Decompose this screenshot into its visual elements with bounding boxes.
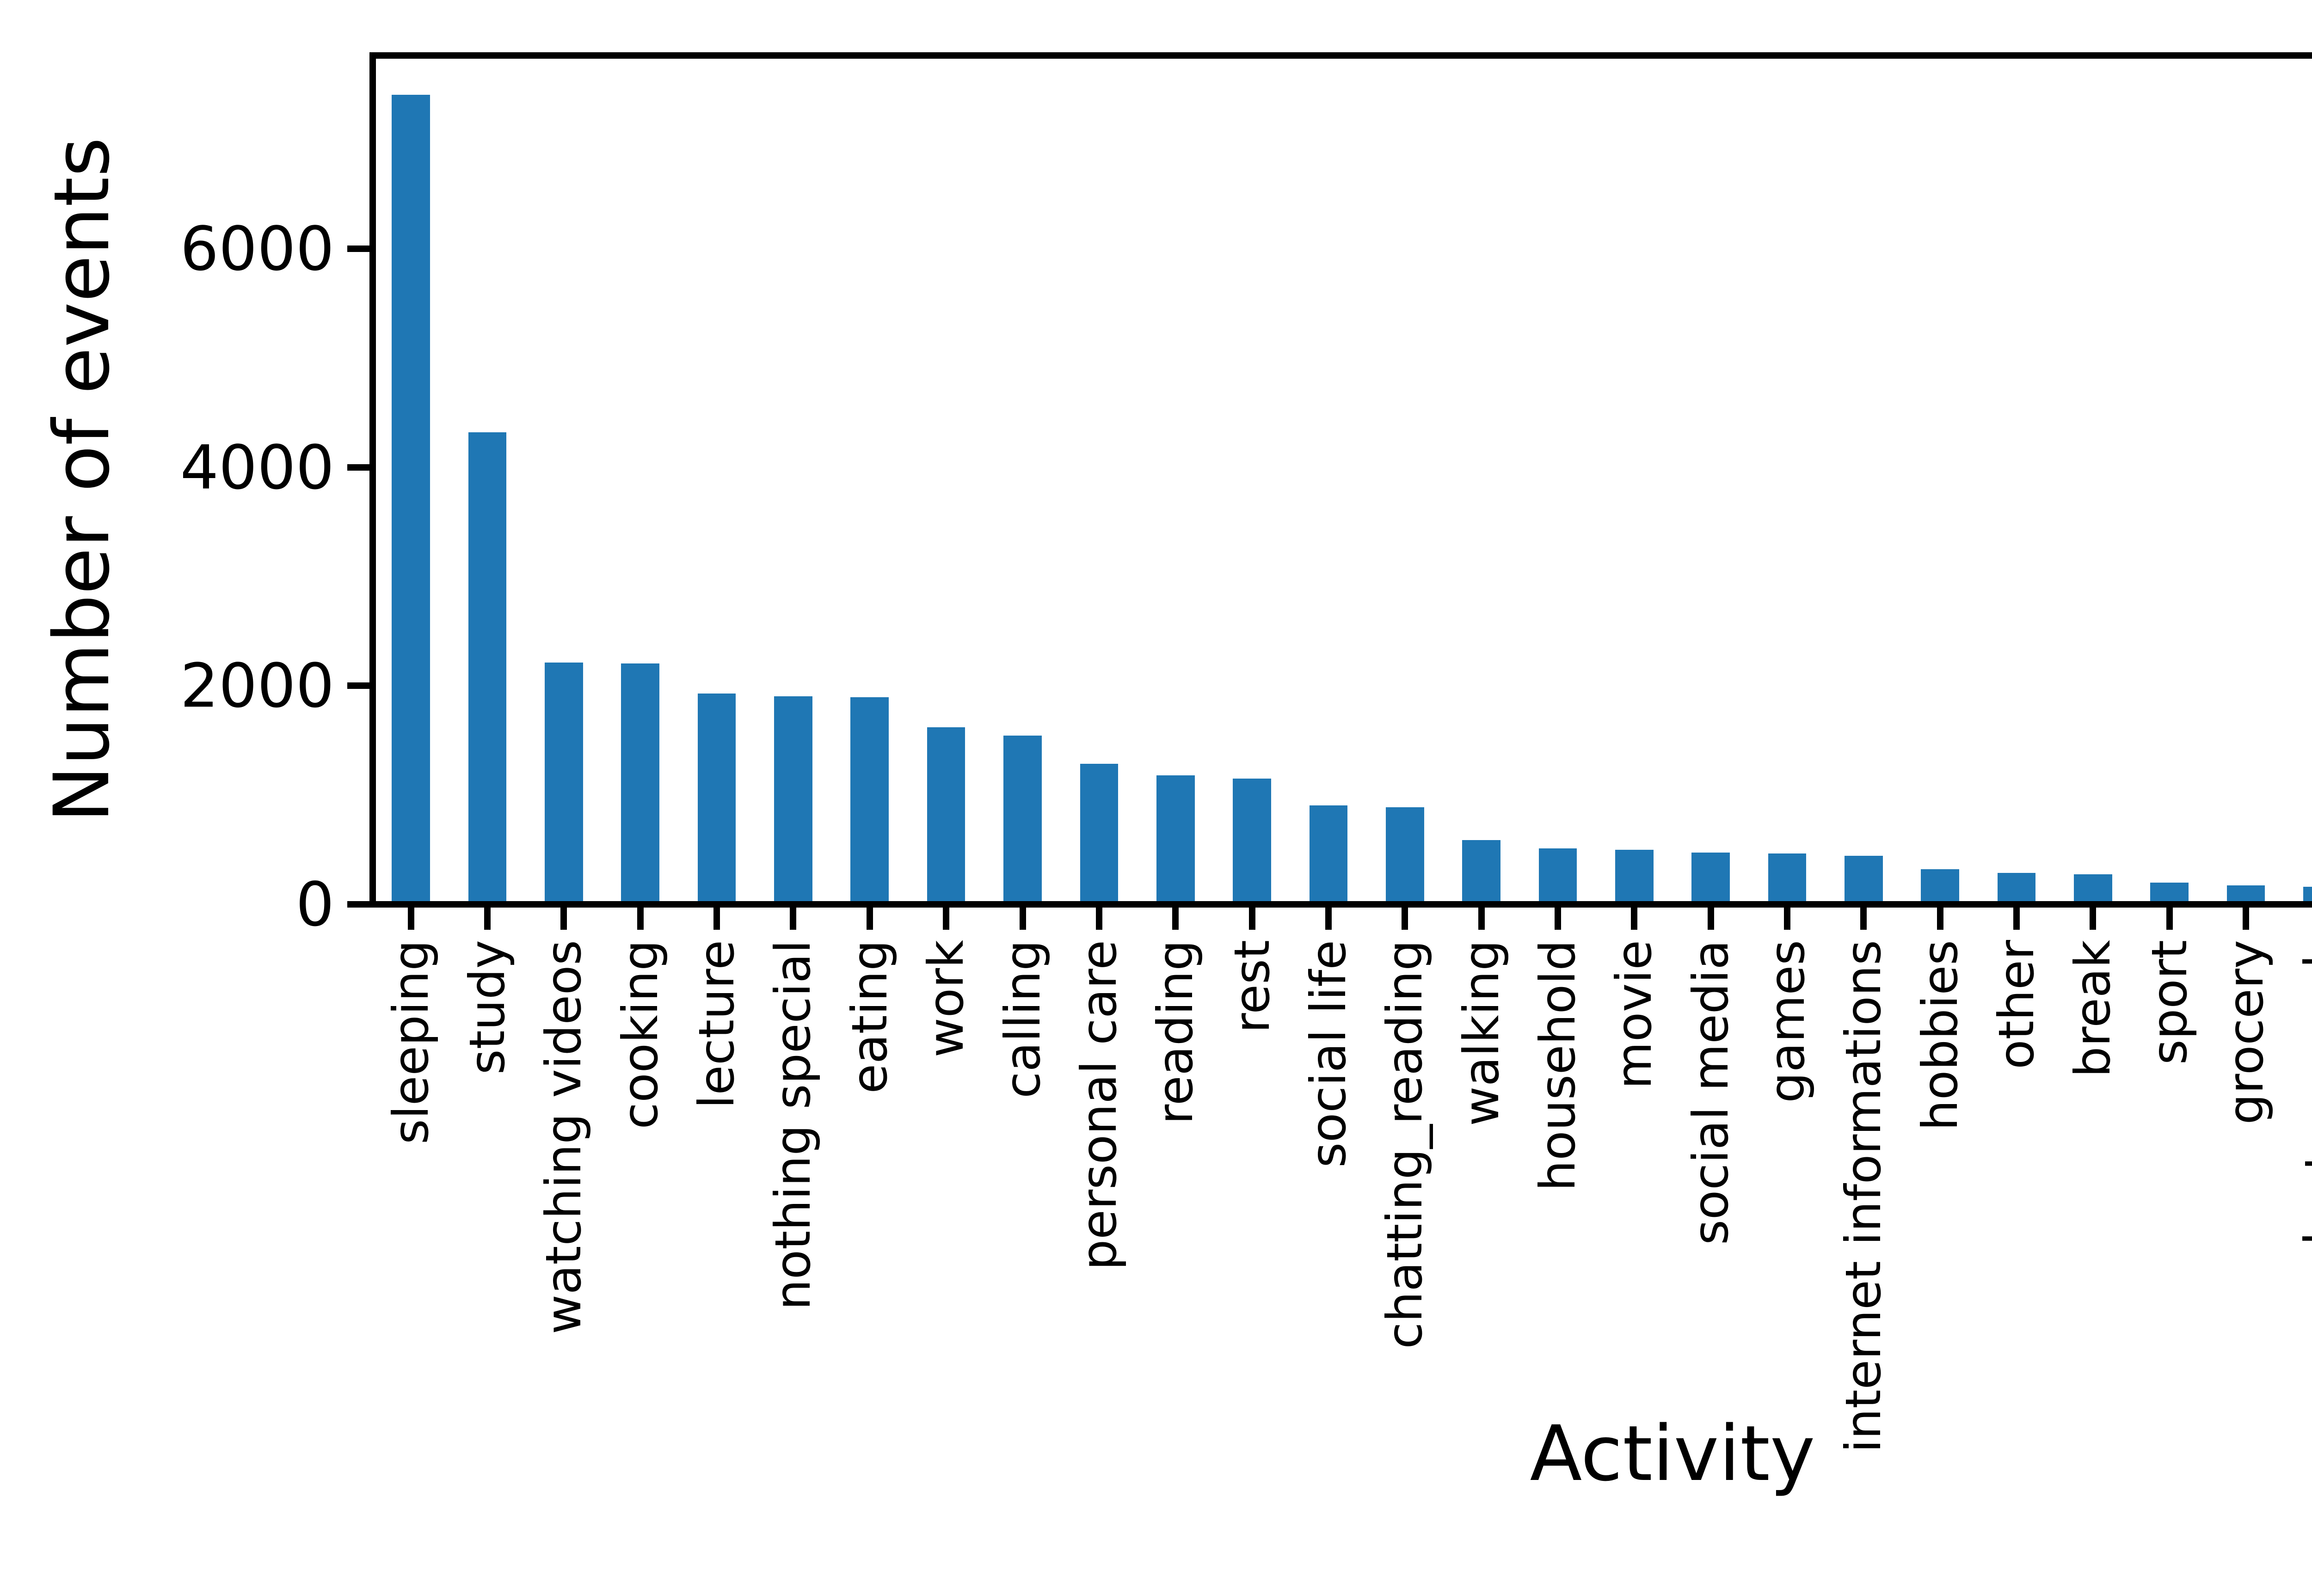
x-tick-label-text: other xyxy=(1988,940,2045,1069)
bar xyxy=(927,727,965,901)
x-tick-mark xyxy=(1402,908,1408,930)
x-tick-mark xyxy=(637,908,644,930)
x-tick-mark xyxy=(2090,908,2097,930)
x-tick-mark xyxy=(560,908,567,930)
x-tick-label-text: household xyxy=(1529,940,1586,1191)
x-tick-mark xyxy=(713,908,720,930)
x-tick-mark xyxy=(866,908,873,930)
x-tick-mark xyxy=(1631,908,1638,930)
y-axis-title-text: Number of events xyxy=(37,137,126,823)
bar xyxy=(2226,885,2265,901)
x-tick-mark xyxy=(1325,908,1332,930)
bar xyxy=(1921,869,1960,901)
x-tick-label-text: games xyxy=(1759,940,1816,1103)
x-tick-label-text: social life xyxy=(1300,940,1357,1168)
bar xyxy=(1615,849,1654,901)
x-tick-mark xyxy=(407,908,414,930)
x-tick-mark xyxy=(1172,908,1179,930)
y-tick-label: 0 xyxy=(295,869,334,940)
x-axis-title: Activity xyxy=(1530,1409,1815,1498)
x-tick-mark xyxy=(1478,908,1485,930)
x-tick-label-text: watching videos xyxy=(535,940,592,1334)
y-tick-label: 2000 xyxy=(180,650,334,721)
y-tick-mark xyxy=(347,901,369,908)
bar xyxy=(1233,779,1271,901)
x-tick-mark xyxy=(2243,908,2250,930)
x-tick-label-text: walking xyxy=(1453,940,1510,1126)
x-tick-label-text: social media xyxy=(1682,940,1739,1245)
x-tick-label-text: nothing special xyxy=(765,940,822,1310)
bar xyxy=(2074,874,2112,901)
x-tick-label-text: chatting_reading xyxy=(1377,940,1433,1349)
bar xyxy=(392,95,430,901)
x-tick-mark xyxy=(2166,908,2173,930)
x-tick-mark xyxy=(1554,908,1561,930)
bar xyxy=(1156,775,1195,901)
x-tick-mark xyxy=(1937,908,1943,930)
bar xyxy=(545,662,583,901)
bar xyxy=(774,696,812,901)
x-tick-label-text: voluntary work xyxy=(2294,940,2312,1304)
bar xyxy=(1691,853,1730,901)
x-tick-label-text: eating xyxy=(841,940,898,1094)
x-tick-label-text: grocery xyxy=(2218,940,2275,1125)
x-tick-label-text: work xyxy=(918,940,975,1058)
x-tick-mark xyxy=(1784,908,1791,930)
x-tick-mark xyxy=(943,908,950,930)
x-tick-label-text: sleeping xyxy=(382,940,439,1145)
x-tick-label-text: break xyxy=(2065,940,2121,1078)
x-tick-label-text: study xyxy=(459,940,516,1075)
y-tick-mark xyxy=(347,682,369,689)
bar xyxy=(697,693,736,901)
bar xyxy=(2150,883,2189,901)
x-tick-label-text: sport xyxy=(2141,940,2198,1065)
plot-area xyxy=(369,52,2312,908)
x-tick-mark xyxy=(2013,908,2020,930)
y-tick-mark xyxy=(347,464,369,471)
x-tick-mark xyxy=(1019,908,1026,930)
x-tick-label-text: cooking xyxy=(612,940,669,1129)
bar xyxy=(1538,848,1577,901)
x-tick-mark xyxy=(484,908,491,930)
bar xyxy=(2303,886,2312,901)
y-tick-mark xyxy=(347,246,369,252)
x-tick-label-text: lecture xyxy=(689,940,745,1109)
x-tick-label-text: internet informations xyxy=(1835,940,1892,1453)
x-tick-label-text: movie xyxy=(1606,940,1663,1089)
x-tick-mark xyxy=(1248,908,1255,930)
bar xyxy=(1462,840,1500,901)
x-tick-label-text: rest xyxy=(1224,940,1280,1033)
bar xyxy=(621,663,660,901)
y-tick-label: 4000 xyxy=(180,432,334,503)
y-tick-label: 6000 xyxy=(180,213,334,284)
bar xyxy=(1080,764,1119,901)
x-tick-mark xyxy=(1707,908,1714,930)
bar xyxy=(1768,853,1807,901)
bar xyxy=(850,697,889,901)
bar xyxy=(1997,873,2036,901)
x-tick-label-text: hobbies xyxy=(1912,940,1968,1131)
bar xyxy=(1385,807,1424,901)
x-tick-label-text: calling xyxy=(994,940,1051,1099)
bar xyxy=(1003,735,1042,901)
x-tick-mark xyxy=(1095,908,1102,930)
bar xyxy=(1309,805,1348,901)
x-tick-label-text: reading xyxy=(1147,940,1204,1124)
bar xyxy=(1845,856,1883,901)
x-tick-label-text: personal care xyxy=(1070,940,1127,1271)
x-tick-mark xyxy=(1860,908,1867,930)
x-tick-mark xyxy=(790,908,797,930)
bar xyxy=(468,432,507,901)
